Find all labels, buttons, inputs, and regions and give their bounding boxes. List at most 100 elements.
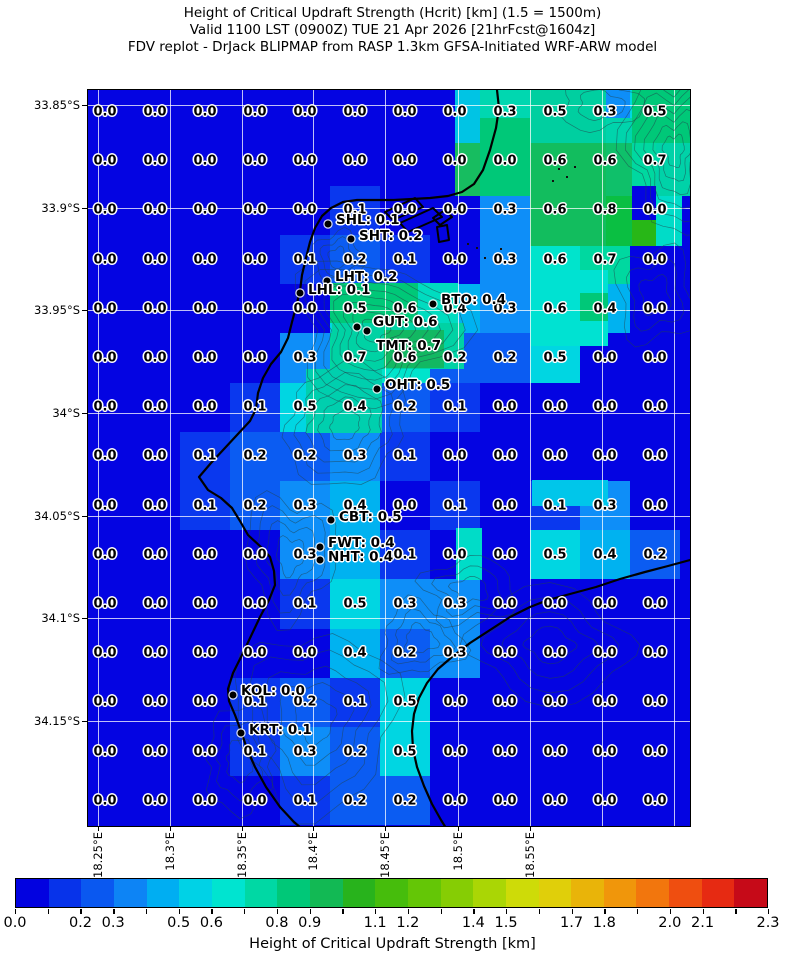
heatmap-cell	[530, 776, 580, 826]
raster-patch	[530, 143, 606, 246]
terrain-contour	[329, 408, 361, 440]
grid-value: 0.0	[193, 350, 217, 366]
grid-value: 0.0	[243, 153, 267, 169]
grid-value: 0.0	[193, 252, 217, 268]
station-label: TMT: 0.7	[376, 338, 442, 354]
heatmap-cell	[430, 677, 480, 727]
colorbar-tick-label: 0.3	[101, 915, 125, 931]
heatmap-cell	[88, 579, 130, 629]
heatmap-cell	[630, 776, 680, 826]
terrain-contour	[431, 565, 503, 617]
grid-value: 0.0	[193, 547, 217, 563]
heatmap-cell	[130, 776, 180, 826]
heatmap-cell	[580, 727, 630, 777]
grid-value: 0.0	[493, 153, 517, 169]
grid-value: 0.0	[643, 301, 667, 317]
map-speck	[484, 257, 486, 259]
heatmap-cell	[180, 628, 230, 678]
station-dot	[316, 556, 324, 564]
terrain-contour	[294, 260, 479, 410]
coastline	[410, 558, 690, 826]
heatmap-cell	[180, 382, 230, 432]
station-label: NHT: 0.4	[328, 549, 394, 565]
raster-patch	[606, 196, 632, 246]
heatmap-cell	[130, 333, 180, 383]
map-overlay	[197, 90, 690, 826]
grid-value: 0.0	[193, 399, 217, 415]
heatmap-cell	[280, 136, 330, 186]
colorbar-tick-mark	[145, 909, 148, 914]
grid-value: 0.4	[593, 547, 617, 563]
grid-value: 0.0	[443, 793, 467, 809]
y-tick-mark	[82, 104, 87, 106]
colorbar-tick-label: 1.4	[461, 915, 485, 931]
colorbar-tick-label: 2.1	[690, 915, 715, 931]
heatmap-cell	[380, 530, 430, 580]
grid-value: 0.0	[493, 744, 517, 760]
grid-value: 0.1	[443, 498, 467, 514]
grid-value: 0.0	[143, 793, 167, 809]
heatmap-cell	[280, 579, 330, 629]
grid-value: 0.3	[493, 104, 517, 120]
grid-value: 0.5	[543, 350, 567, 366]
colorbar-segment	[211, 879, 245, 907]
grid-value: 0.3	[293, 547, 317, 563]
colorbar-tick-mark	[15, 909, 17, 914]
heatmap-cell	[330, 90, 380, 137]
station-dot	[296, 289, 304, 297]
heatmap-cell	[630, 727, 680, 777]
heatmap-cell	[430, 727, 480, 777]
heatmap-cell	[230, 579, 280, 629]
heatmap-cell	[330, 776, 380, 826]
grid-value: 0.0	[93, 645, 117, 661]
grid-value: 0.2	[493, 350, 517, 366]
map-speck	[558, 168, 560, 170]
grid-value: 0.5	[293, 399, 317, 415]
colorbar-segment	[505, 879, 539, 907]
grid-value: 0.2	[243, 498, 267, 514]
grid-value: 0.0	[93, 448, 117, 464]
station-dot	[229, 691, 237, 699]
grid-value: 0.0	[143, 596, 167, 612]
grid-value: 0.0	[593, 596, 617, 612]
heatmap-cell	[130, 284, 180, 334]
heatmap-cell	[280, 628, 330, 678]
terrain-contour	[234, 633, 406, 825]
terrain-contour	[314, 277, 454, 391]
heatmap-cell	[180, 677, 230, 727]
colorbar-tick-mark	[113, 909, 115, 914]
station-label: CBT: 0.5	[339, 509, 402, 525]
grid-value: 0.2	[343, 793, 367, 809]
grid-value: 0.0	[93, 498, 117, 514]
grid-value: 0.0	[243, 202, 267, 218]
colorbar-tick-mark	[571, 909, 573, 914]
heatmap-cell	[530, 727, 580, 777]
grid-value: 0.0	[643, 399, 667, 415]
grid-value: 0.2	[393, 399, 417, 415]
grid-value: 0.0	[143, 547, 167, 563]
gridline-horizontal	[88, 618, 690, 619]
heatmap-cell	[580, 677, 630, 727]
colorbar-tick-label: 1.5	[494, 915, 518, 931]
station-dot	[429, 300, 437, 308]
grid-value: 0.0	[643, 793, 667, 809]
heatmap-cell	[330, 185, 380, 235]
raster-patch	[456, 528, 482, 580]
x-tick-mark	[312, 826, 314, 831]
grid-value: 0.1	[293, 252, 317, 268]
x-tick-mark	[384, 826, 386, 831]
heatmap-cell	[380, 431, 430, 481]
grid-value: 0.0	[493, 498, 517, 514]
grid-value: 0.0	[643, 202, 667, 218]
y-tick-mark	[82, 617, 87, 619]
grid-value: 0.0	[343, 104, 367, 120]
colorbar-segment	[603, 879, 637, 907]
terrain-contour	[311, 226, 366, 286]
grid-value: 0.0	[143, 448, 167, 464]
colorbar-segment	[16, 879, 49, 907]
grid-value: 0.0	[643, 448, 667, 464]
colorbar-tick-label: 2.3	[756, 915, 780, 931]
heatmap-cell	[88, 776, 130, 826]
grid-value: 0.4	[343, 399, 367, 415]
terrain-contour	[459, 582, 641, 708]
